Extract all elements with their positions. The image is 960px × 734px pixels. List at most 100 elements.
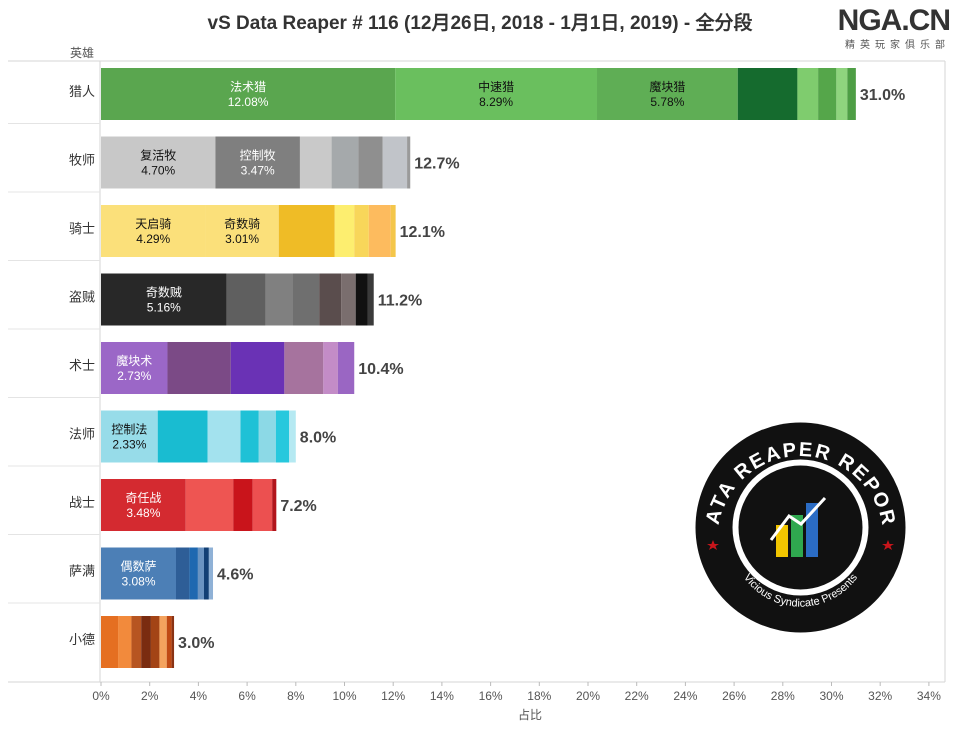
bar-total-label: 11.2% — [378, 293, 422, 310]
bar-segment — [319, 273, 342, 326]
segment-name-label: 复活牧 — [140, 149, 176, 163]
bar-segment — [358, 136, 383, 189]
nga-logo-text: NGA.CN — [837, 4, 951, 37]
badge-trend-line — [769, 496, 827, 541]
x-tick-label: 30% — [819, 689, 843, 703]
bar-segment — [341, 273, 356, 326]
segment-name-label: 天启骑 — [135, 217, 171, 231]
bar-segment — [354, 205, 369, 257]
x-tick-label: 34% — [917, 689, 941, 703]
bar-segment — [233, 479, 253, 531]
segment-value-label: 2.33% — [112, 438, 146, 452]
x-tick-label: 2% — [141, 689, 159, 703]
bar-segment — [131, 616, 142, 668]
nga-logo: NGA.CN 精英玩家俱乐部 — [818, 2, 951, 51]
category-label: 法师 — [69, 427, 95, 442]
bar-segment — [368, 205, 391, 257]
segment-name-label: 法术猎 — [230, 80, 266, 94]
segment-value-label: 2.73% — [117, 369, 151, 383]
category-label: 萨满 — [69, 564, 95, 579]
category-label: 猎人 — [69, 84, 95, 99]
bar-segment — [101, 68, 396, 120]
bar-total-label: 31.0% — [860, 87, 905, 104]
bar-segment — [101, 479, 186, 531]
segment-name-label: 魔块术 — [116, 353, 152, 368]
bar-segment — [150, 616, 160, 668]
bar-segment — [334, 205, 355, 257]
bar-segment — [166, 616, 172, 668]
category-label: 骑士 — [69, 221, 95, 236]
segment-name-label: 控制法 — [111, 423, 147, 437]
x-tick-label: 10% — [332, 689, 356, 703]
segment-value-label: 5.78% — [650, 95, 684, 109]
bar-segment — [331, 136, 359, 189]
bar-segment — [284, 342, 324, 394]
segment-name-label: 魔块猎 — [649, 79, 685, 94]
category-label: 小德 — [69, 632, 95, 647]
bar-segment — [157, 410, 208, 463]
y-axis-title: 英雄 — [70, 46, 95, 60]
bar-segment — [226, 273, 266, 326]
badge-star-right — [882, 540, 894, 550]
bar-segment — [101, 273, 227, 326]
x-tick-label: 6% — [238, 689, 256, 703]
bar-segment — [797, 68, 819, 120]
category-label: 术士 — [69, 358, 95, 373]
x-tick-label: 20% — [576, 689, 600, 703]
bar-segment — [258, 410, 276, 463]
badge-star-left — [707, 540, 719, 550]
bar-total-label: 3.0% — [178, 635, 214, 652]
x-tick-label: 16% — [479, 689, 503, 703]
x-tick-label: 0% — [92, 689, 110, 703]
bar-total-label: 7.2% — [280, 498, 316, 515]
bar-segment — [197, 547, 205, 600]
bar-total-label: 12.1% — [400, 224, 445, 241]
data-reaper-badge: DATA REAPER REPORT Vicious Syndicate Pre… — [693, 420, 906, 633]
segment-name-label: 偶数萨 — [120, 559, 156, 574]
bar-segment — [118, 616, 132, 668]
bar-total-label: 4.6% — [217, 567, 253, 584]
category-label: 牧师 — [69, 153, 95, 168]
bar-segment — [265, 273, 293, 326]
bar-segment — [101, 342, 168, 394]
bar-segment — [355, 273, 368, 326]
segment-value-label: 4.70% — [141, 164, 175, 178]
bar-segment — [407, 136, 411, 189]
bar-segment — [289, 410, 296, 463]
nga-logo-subtitle: 精英玩家俱乐部 — [845, 40, 950, 51]
x-tick-label: 14% — [430, 689, 454, 703]
bar-total-label: 8.0% — [300, 430, 336, 447]
segment-value-label: 3.47% — [241, 164, 275, 178]
x-tick-label: 8% — [287, 689, 305, 703]
x-tick-label: 4% — [190, 689, 208, 703]
bar-segment — [337, 342, 355, 394]
segment-name-label: 控制牧 — [240, 149, 276, 163]
segment-value-label: 3.01% — [225, 232, 259, 246]
bar-segment — [597, 68, 738, 120]
bar-total-label: 10.4% — [358, 361, 403, 378]
segment-value-label: 3.48% — [126, 506, 160, 520]
x-tick-label: 32% — [868, 689, 892, 703]
bar-segment — [818, 68, 837, 120]
bar-segment — [737, 68, 798, 120]
bar-segment — [382, 136, 408, 189]
segment-value-label: 4.29% — [136, 232, 170, 246]
bar-segment — [141, 616, 151, 668]
x-tick-label: 28% — [771, 689, 795, 703]
bar-total-label: 12.7% — [414, 156, 459, 173]
x-tick-label: 26% — [722, 689, 746, 703]
bar-segment — [101, 205, 206, 257]
bar-segment — [175, 547, 190, 600]
category-label: 战士 — [69, 495, 95, 510]
bar-segment — [101, 410, 158, 463]
bar-segment — [215, 136, 300, 189]
bar-segment — [299, 136, 332, 189]
segment-name-label: 奇数贼 — [146, 285, 182, 300]
segment-value-label: 12.08% — [228, 95, 269, 109]
x-tick-label: 12% — [381, 689, 405, 703]
bar-segment — [101, 616, 119, 668]
bar-segment — [159, 616, 167, 668]
bar-segment — [101, 547, 176, 600]
bar-segment — [278, 205, 335, 257]
